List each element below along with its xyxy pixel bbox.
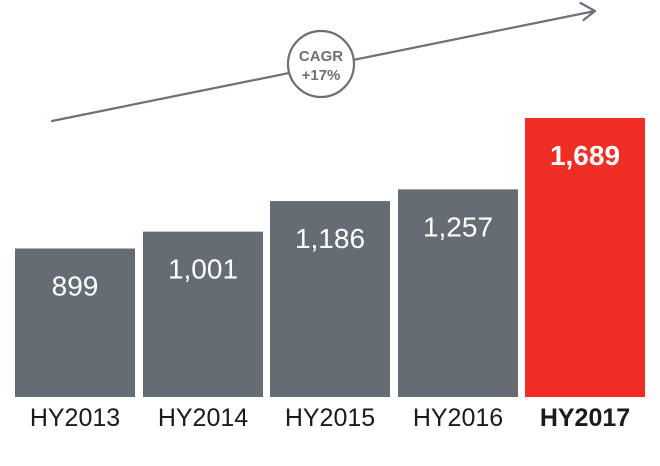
category-label: HY2016 xyxy=(413,404,503,432)
category-label: HY2015 xyxy=(285,404,375,432)
cagr-trend-arrow-head xyxy=(579,1,597,22)
bar-value-label: 1,689 xyxy=(550,140,620,171)
bar-value-label: 1,001 xyxy=(168,254,238,285)
category-axis: HY2013 HY2014 HY2015 HY2016 HY2017 xyxy=(30,404,630,432)
bar-value-label: 1,257 xyxy=(423,211,493,242)
bar-hy2013 xyxy=(15,248,135,397)
bar-hy2014 xyxy=(143,231,263,397)
bar-value-label: 1,186 xyxy=(295,223,365,254)
cagr-value: +17% xyxy=(302,67,341,84)
bar-hy2017 xyxy=(525,118,645,397)
bar-hy2016 xyxy=(398,189,518,397)
category-label: HY2013 xyxy=(30,404,120,432)
category-label: HY2014 xyxy=(158,404,248,432)
bar-hy2015 xyxy=(270,201,390,397)
category-label: HY2017 xyxy=(540,404,630,432)
bar-value-label: 899 xyxy=(52,270,99,301)
cagr-badge xyxy=(286,29,356,99)
cagr-label: CAGR xyxy=(299,48,343,65)
bars: 899 1,001 1,186 1,257 1,689 xyxy=(15,118,645,397)
cagr-trend: CAGR +17% xyxy=(50,1,597,123)
